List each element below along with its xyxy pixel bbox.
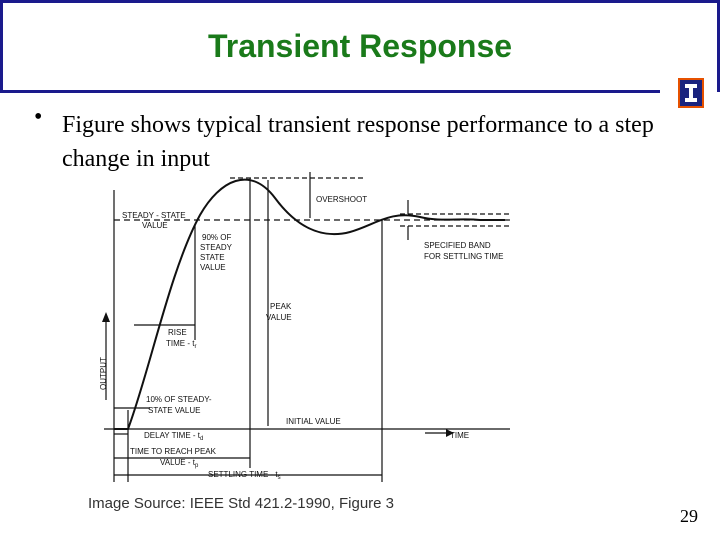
band-label-1: SPECIFIED BAND bbox=[424, 241, 491, 250]
image-source-caption: Image Source: IEEE Std 421.2-1990, Figur… bbox=[88, 495, 395, 512]
peak-label-1: PEAK bbox=[270, 302, 292, 311]
peak-time-label-1: TIME TO REACH PEAK bbox=[130, 447, 217, 456]
response-curve bbox=[114, 178, 505, 430]
ninety-label-1: 90% OF bbox=[202, 233, 231, 242]
delay-time-label: DELAY TIME - td bbox=[144, 431, 203, 442]
output-axis-label: OUTPUT bbox=[99, 357, 108, 390]
ninety-label-2: STEADY bbox=[200, 243, 233, 252]
band-label-2: FOR SETTLING TIME bbox=[424, 252, 503, 261]
ninety-label-3: STATE bbox=[200, 253, 225, 262]
ten-percent-label-1: 10% OF STEADY- bbox=[146, 395, 212, 404]
frame-top-border bbox=[0, 0, 720, 3]
overshoot-label: OVERSHOOT bbox=[316, 195, 367, 204]
rise-label-2: TIME - tr bbox=[166, 339, 196, 350]
bullet-marker: • bbox=[34, 104, 43, 130]
ninety-label-4: VALUE bbox=[200, 263, 226, 272]
university-logo bbox=[678, 78, 704, 108]
page-number: 29 bbox=[680, 506, 698, 526]
block-i-icon bbox=[685, 84, 697, 102]
rise-label-1: RISE bbox=[168, 328, 187, 337]
transient-response-diagram: STEADY - STATE VALUE OVERSHOOT 90% OF ST… bbox=[99, 172, 510, 482]
initial-value-label: INITIAL VALUE bbox=[286, 417, 341, 426]
steady-state-value-label: VALUE bbox=[142, 221, 168, 230]
time-label: TIME bbox=[450, 431, 469, 440]
output-arrowhead bbox=[102, 312, 110, 322]
peak-label-2: VALUE bbox=[266, 313, 292, 322]
time-arrowhead bbox=[446, 429, 454, 437]
ten-percent-label-2: STATE VALUE bbox=[148, 406, 200, 415]
frame-right-border bbox=[717, 0, 720, 92]
bullet-text: Figure shows typical transient response … bbox=[62, 112, 654, 172]
steady-state-label: STEADY - STATE bbox=[122, 211, 186, 220]
settling-time-label: SETTLING TIME - ts bbox=[208, 470, 281, 481]
frame-left-border bbox=[0, 0, 3, 92]
frame-divider bbox=[0, 90, 660, 93]
slide-title: Transient Response bbox=[207, 28, 513, 64]
peak-time-label-2: VALUE - tp bbox=[160, 458, 199, 469]
